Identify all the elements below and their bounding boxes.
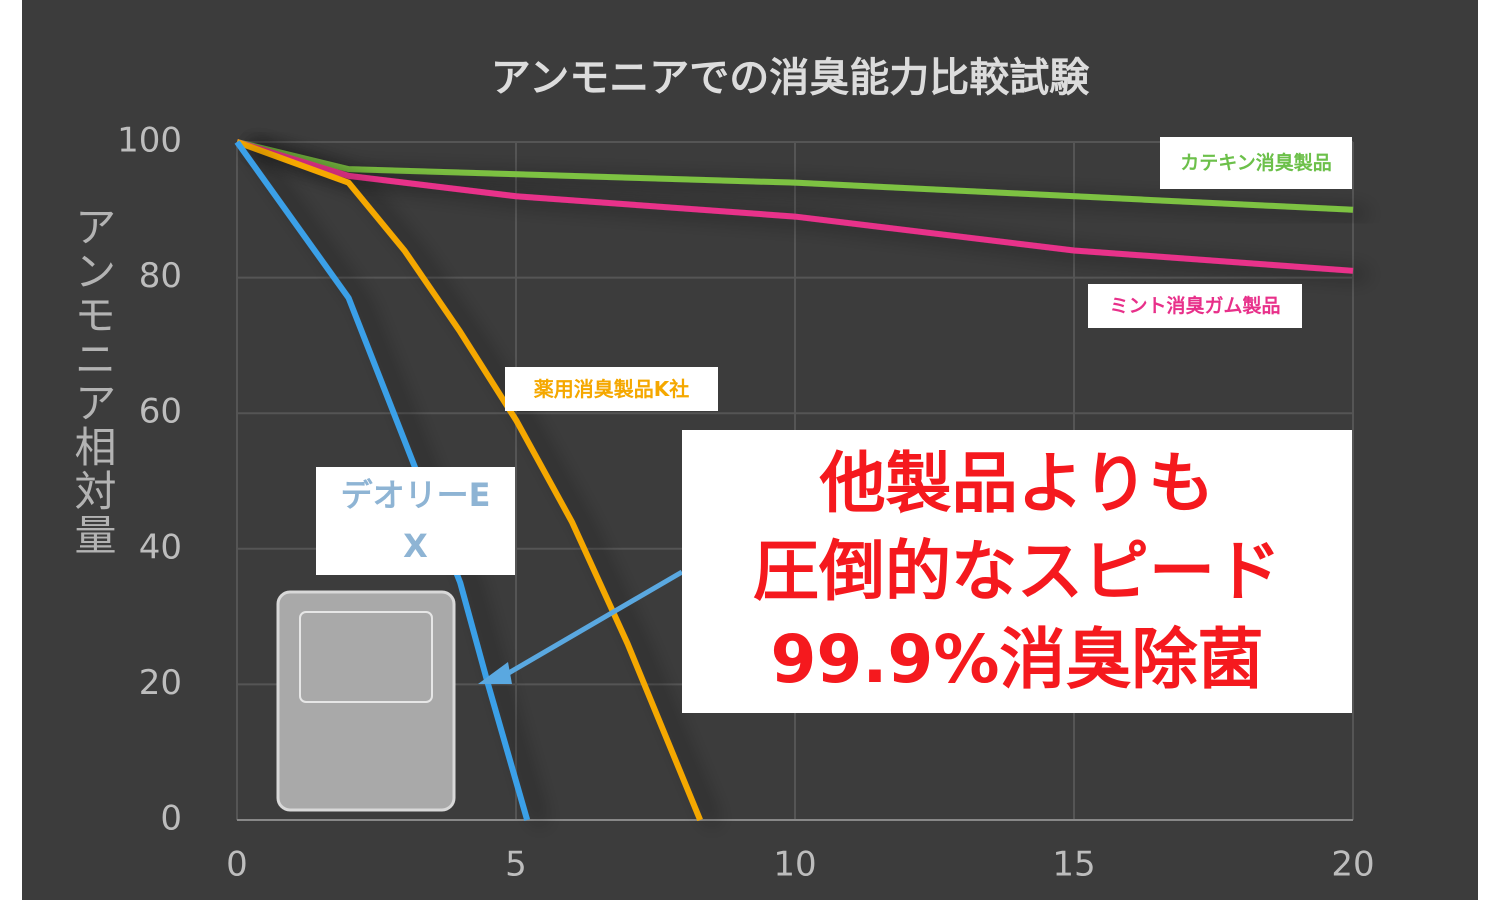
callout-box: 他製品よりも 圧倒的なスピード 99.9%消臭除菌 <box>682 430 1352 713</box>
callout-line: 他製品よりも <box>819 444 1215 522</box>
series-line <box>235 139 703 822</box>
x-tick-label: 5 <box>505 845 527 885</box>
series-label-text: カテキン消臭製品 <box>1180 151 1332 174</box>
callout-arrow <box>498 569 684 681</box>
series-line <box>236 139 1354 274</box>
x-tick-label: 20 <box>1331 845 1374 885</box>
product-label <box>299 611 433 703</box>
callout-line: 99.9%消臭除菌 <box>770 620 1264 698</box>
series-label-text: デオリーEX <box>340 475 491 565</box>
x-tick-label: 15 <box>1052 845 1095 885</box>
chart-title: アンモニアでの消臭能力比較試験 <box>491 55 1090 101</box>
callout-arrowhead <box>478 662 512 684</box>
series-label-text: ミント消臭ガム製品 <box>1109 294 1281 317</box>
y-tick-label: 100 <box>117 121 182 161</box>
series-line <box>236 139 1354 213</box>
y-tick-label: 80 <box>139 256 182 296</box>
series-label: 薬用消臭製品K社 <box>505 367 718 411</box>
series-label: ミント消臭ガム製品 <box>1088 284 1302 328</box>
series-label: カテキン消臭製品 <box>1160 137 1352 189</box>
series-label-text: 薬用消臭製品K社 <box>533 377 690 401</box>
y-tick-label: 0 <box>160 799 182 839</box>
series-label: デオリーEX <box>316 467 515 575</box>
callout-line: 圧倒的なスピード <box>753 532 1281 610</box>
y-tick-label: 20 <box>139 663 182 703</box>
y-tick-label: 60 <box>139 392 182 432</box>
y-axis-label: アンモニア相対量 <box>68 205 117 557</box>
x-tick-label: 0 <box>226 845 248 885</box>
y-tick-label: 40 <box>139 527 182 567</box>
x-tick-label: 10 <box>773 845 816 885</box>
